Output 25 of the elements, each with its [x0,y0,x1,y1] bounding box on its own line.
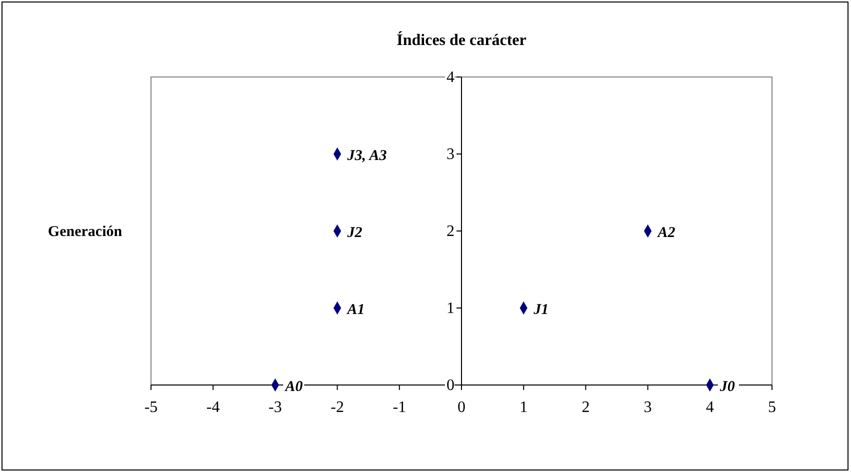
chart-title: Índices de carácter [396,31,526,49]
y-axis-title: Generación [48,224,123,240]
annotation: A2 [656,225,676,241]
x-tick-label: 1 [520,399,528,416]
y-tick-label: 2 [446,223,454,240]
annotation: J2 [346,225,363,241]
y-tick-label: 4 [446,69,454,86]
x-tick-label: -5 [144,399,158,416]
annotation: A1 [346,302,365,318]
y-tick-label: 0 [446,377,454,394]
y-tick-label: 1 [446,300,454,317]
x-tick-label: -2 [330,399,344,416]
annotation: A0 [284,379,304,395]
x-tick-label: -4 [206,399,220,416]
x-tick-label: 2 [582,399,590,416]
annotation: J1 [532,302,549,318]
y-tick-label: 3 [446,146,454,163]
x-tick-label: 0 [458,399,466,416]
x-tick-label: 5 [768,399,776,416]
x-tick-label: -1 [392,399,406,416]
x-tick-label: 4 [706,399,714,416]
annotation: J3, A3 [346,148,388,164]
annotation: J0 [718,379,736,395]
x-tick-label: 3 [644,399,652,416]
x-tick-label: -3 [268,399,282,416]
